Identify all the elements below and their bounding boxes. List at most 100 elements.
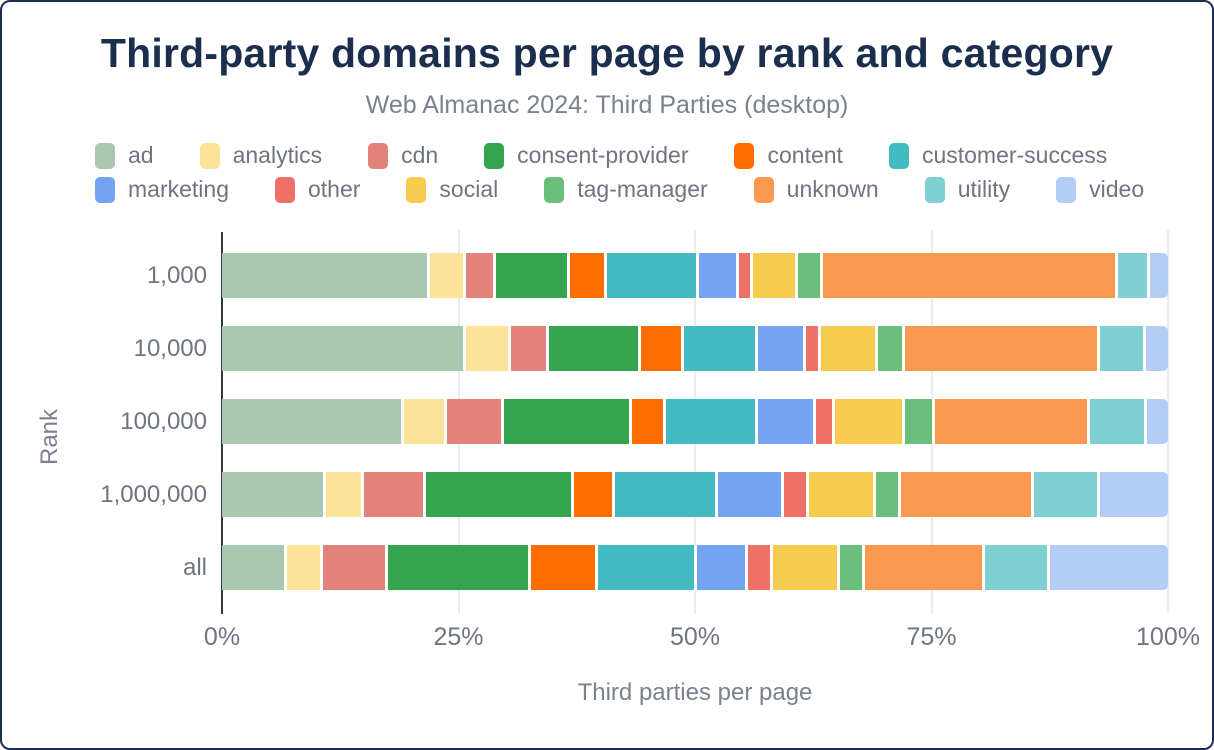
bar-segment-customer-success[interactable] [614, 472, 718, 517]
bar-segment-cdn[interactable] [323, 545, 389, 590]
bar-segment-analytics[interactable] [326, 472, 364, 517]
bar-segment-utility[interactable] [985, 545, 1050, 590]
bar-segment-analytics[interactable] [287, 545, 324, 590]
legend-item-video: video [1056, 176, 1144, 203]
bar-segment-utility[interactable] [1090, 399, 1148, 444]
bar-segment-other[interactable] [816, 399, 835, 444]
bar-row-100000 [222, 399, 1168, 444]
legend-label: marketing [128, 176, 229, 202]
legend-swatch-icon [368, 142, 389, 169]
bar-segment-consent-provider[interactable] [496, 253, 571, 298]
bar-segment-utility[interactable] [1117, 253, 1150, 298]
legend-item-social: social [406, 176, 498, 203]
legend-label: analytics [232, 142, 323, 168]
bar-segment-tag-manager[interactable] [877, 326, 905, 371]
bar-segment-customer-success[interactable] [683, 326, 759, 371]
bar-segment-marketing[interactable] [758, 326, 806, 371]
bar-segment-social[interactable] [834, 399, 905, 444]
bar-segment-customer-success[interactable] [606, 253, 699, 298]
bar-segment-marketing[interactable] [696, 545, 748, 590]
bar-segment-video[interactable] [1149, 253, 1168, 298]
bar-segment-consent-provider[interactable] [503, 399, 632, 444]
bar-segment-analytics[interactable] [403, 399, 448, 444]
gridline-100 [1167, 230, 1169, 614]
bar-segment-marketing[interactable] [717, 472, 784, 517]
y-tick-label: all [182, 554, 207, 581]
bar-segment-marketing[interactable] [698, 253, 740, 298]
bar-segment-cdn[interactable] [447, 399, 504, 444]
bar-segment-tag-manager[interactable] [839, 545, 866, 590]
bar-segment-other[interactable] [747, 545, 774, 590]
bar-segment-content[interactable] [531, 545, 598, 590]
bar-segment-cdn[interactable] [363, 472, 427, 517]
bar-segment-video[interactable] [1146, 326, 1168, 371]
bar-segment-tag-manager[interactable] [875, 472, 902, 517]
bar-segment-other[interactable] [739, 253, 753, 298]
y-tick-label: 10,000 [133, 335, 207, 362]
bar-segment-unknown[interactable] [865, 545, 986, 590]
bar-segment-unknown[interactable] [904, 326, 1100, 371]
legend-swatch-icon [734, 142, 755, 169]
bar-segment-ad[interactable] [222, 399, 404, 444]
bar-segment-customer-success[interactable] [665, 399, 759, 444]
chart-subtitle: Web Almanac 2024: Third Parties (desktop… [365, 91, 849, 119]
legend-swatch-icon [484, 142, 505, 169]
bar-segment-social[interactable] [752, 253, 799, 298]
bar-segment-unknown[interactable] [901, 472, 1034, 517]
legend-swatch-icon [95, 176, 115, 203]
legend-label: content [767, 142, 843, 168]
bar-segment-social[interactable] [773, 545, 840, 590]
bar-segment-video[interactable] [1147, 399, 1168, 444]
legend-label: cdn [401, 142, 439, 168]
bar-segment-unknown[interactable] [822, 253, 1118, 298]
bar-segment-utility[interactable] [1033, 472, 1100, 517]
bar-segment-marketing[interactable] [758, 399, 817, 444]
bar-segment-analytics[interactable] [466, 326, 512, 371]
legend-item-content: content [734, 142, 843, 169]
bar-row-all [222, 545, 1168, 590]
bar-segment-cdn[interactable] [466, 253, 497, 298]
bar-segment-ad[interactable] [222, 472, 327, 517]
bar-segment-tag-manager[interactable] [904, 399, 936, 444]
bar-segment-video[interactable] [1049, 545, 1168, 590]
legend-swatch-icon [95, 142, 115, 169]
legend-swatch-icon [924, 176, 945, 203]
x-tick-label: 75% [906, 623, 957, 651]
bar-row-1000 [222, 253, 1168, 298]
legend-label: social [439, 176, 499, 202]
bar-segment-ad[interactable] [222, 326, 467, 371]
bar-segment-content[interactable] [573, 472, 615, 517]
legend-item-cdn: cdn [368, 142, 438, 169]
legend-item-other: other [274, 176, 360, 203]
bar-segment-utility[interactable] [1099, 326, 1147, 371]
legend-swatch-icon [753, 176, 774, 203]
legend-label: video [1089, 176, 1145, 202]
bar-segment-social[interactable] [820, 326, 878, 371]
bar-segment-content[interactable] [631, 399, 666, 444]
bar-segment-other[interactable] [805, 326, 821, 371]
x-tick-label: 0% [203, 623, 241, 651]
legend-swatch-icon [888, 142, 909, 169]
legend-label: utility [957, 176, 1011, 202]
legend-item-unknown: unknown [753, 176, 879, 203]
legend-item-marketing: marketing [95, 176, 229, 203]
legend-item-consent-provider: consent-provider [484, 142, 688, 169]
bar-segment-consent-provider[interactable] [388, 545, 532, 590]
bar-segment-social[interactable] [809, 472, 876, 517]
bar-segment-customer-success[interactable] [597, 545, 697, 590]
bar-segment-ad[interactable] [222, 253, 431, 298]
bar-segment-consent-provider[interactable] [426, 472, 574, 517]
bar-segment-other[interactable] [783, 472, 810, 517]
bar-segment-content[interactable] [641, 326, 684, 371]
y-tick-label: 1,000 [146, 262, 207, 289]
bar-segment-ad[interactable] [222, 545, 288, 590]
bar-segment-tag-manager[interactable] [798, 253, 823, 298]
bar-segment-analytics[interactable] [430, 253, 467, 298]
bar-segment-consent-provider[interactable] [549, 326, 642, 371]
bar-segment-unknown[interactable] [935, 399, 1091, 444]
chart-title: Third-party domains per page by rank and… [100, 30, 1114, 76]
bar-segment-cdn[interactable] [511, 326, 550, 371]
bar-segment-content[interactable] [570, 253, 607, 298]
bar-segment-video[interactable] [1099, 472, 1168, 517]
